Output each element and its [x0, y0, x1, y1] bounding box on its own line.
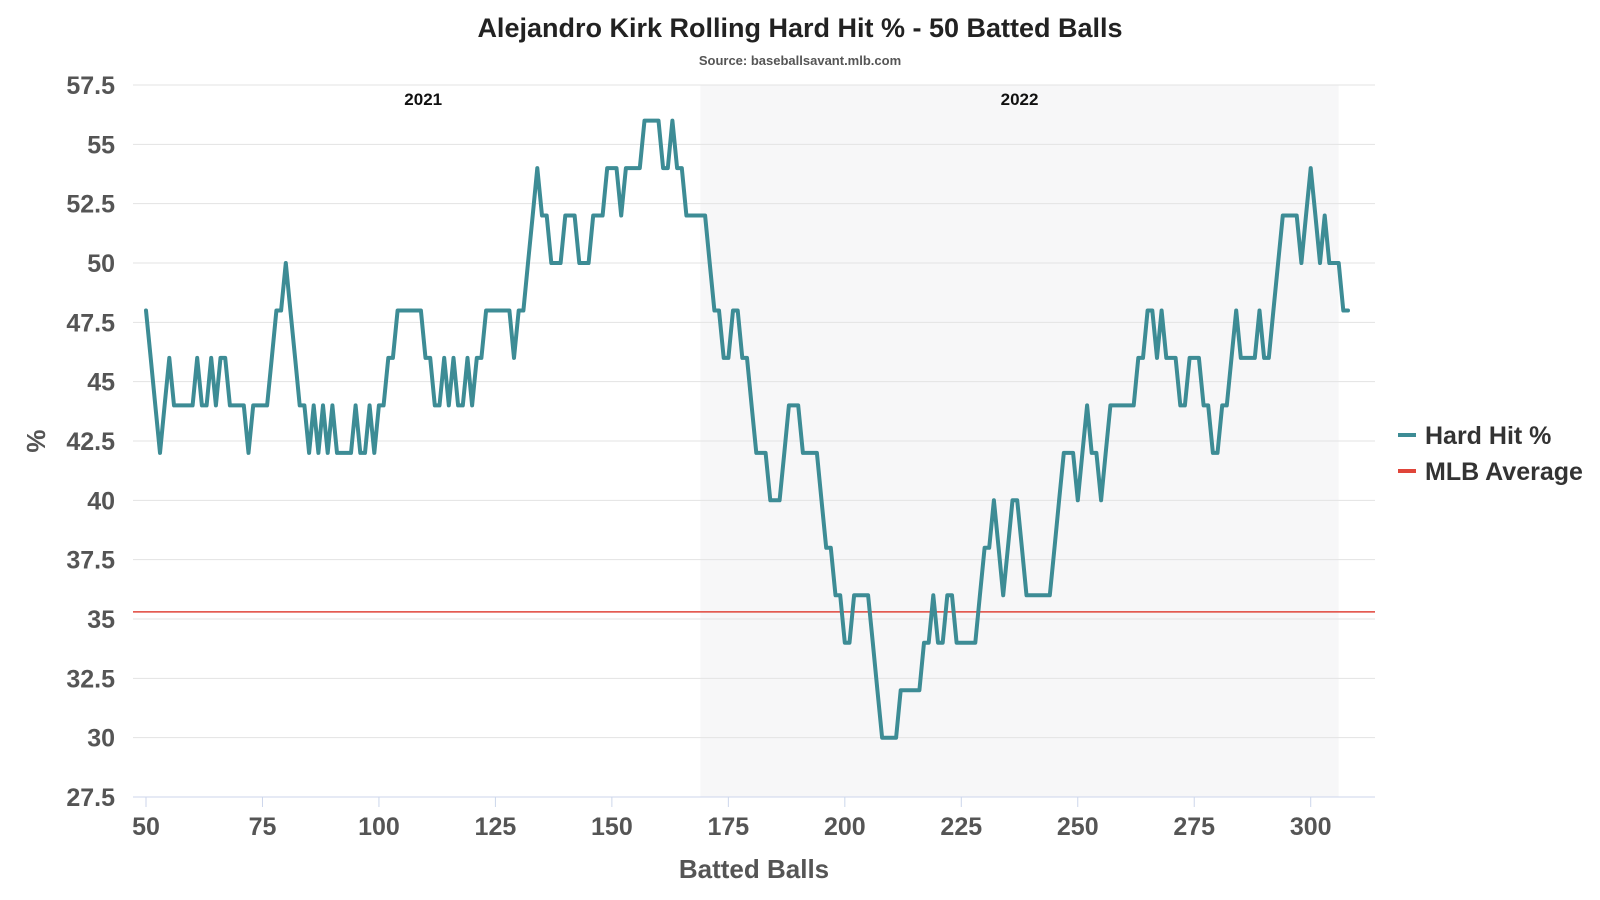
legend-item-hard-hit[interactable]: Hard Hit %: [1398, 422, 1551, 450]
chart-text: Alejandro Kirk Rolling Hard Hit % - 50 B…: [21, 13, 1332, 884]
legend-label: Hard Hit %: [1425, 422, 1551, 450]
y-tick-label: 37.5: [66, 547, 115, 575]
x-tick-label: 175: [707, 813, 749, 841]
x-tick-label: 200: [824, 813, 866, 841]
y-tick-label: 52.5: [66, 191, 115, 219]
x-tick-label: 150: [591, 813, 633, 841]
season-label-2021: 2021: [404, 90, 442, 109]
series-lines: [144, 118, 1350, 740]
legend-label: MLB Average: [1425, 458, 1583, 486]
x-tick-label: 50: [132, 813, 160, 841]
y-tick-label: 35: [87, 606, 115, 634]
chart-title: Alejandro Kirk Rolling Hard Hit % - 50 B…: [477, 13, 1122, 43]
legend-item-mlb-average[interactable]: MLB Average: [1398, 458, 1583, 486]
y-tick-label: 27.5: [66, 784, 115, 812]
y-tick-label: 55: [87, 131, 115, 159]
chart-subtitle: Source: baseballsavant.mlb.com: [699, 53, 901, 68]
x-tick-label: 100: [358, 813, 400, 841]
y-tick-label: 32.5: [66, 665, 115, 693]
y-tick-label: 50: [87, 250, 115, 278]
y-tick-label: 45: [87, 369, 115, 397]
x-tick-label: 75: [249, 813, 277, 841]
y-tick-label: 57.5: [66, 72, 115, 100]
x-tick-label: 125: [475, 813, 517, 841]
grid-lines: [133, 84, 1375, 798]
x-axis-title: Batted Balls: [679, 854, 829, 884]
x-tick-label: 250: [1057, 813, 1099, 841]
y-tick-label: 42.5: [66, 428, 115, 456]
x-tick-label: 300: [1290, 813, 1332, 841]
season-label-2022: 2022: [1001, 90, 1039, 109]
x-tick-label: 225: [940, 813, 982, 841]
x-tick-label: 275: [1173, 813, 1215, 841]
legend[interactable]: Hard Hit % MLB Average: [1398, 422, 1583, 486]
y-tick-label: 47.5: [66, 309, 115, 337]
series-line-hard-hit: [144, 118, 1350, 740]
axes: [133, 796, 1375, 807]
y-tick-label: 40: [87, 487, 115, 515]
y-tick-label: 30: [87, 725, 115, 753]
y-axis-title: %: [21, 429, 51, 452]
